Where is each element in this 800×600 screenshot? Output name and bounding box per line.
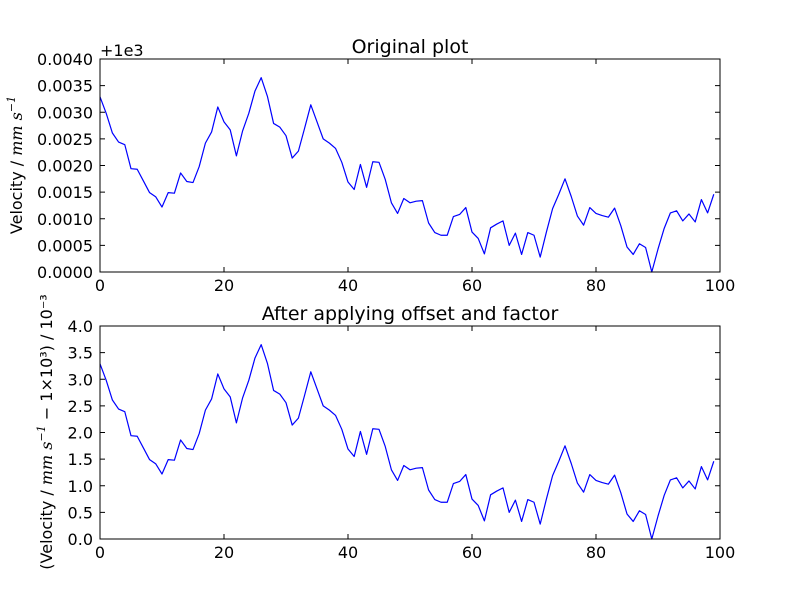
y-tick-label: 3.5 [68,344,93,363]
y-tick-label: 0.0 [68,530,93,549]
top-y-axis-label: Velocity / mm s−1 [5,96,26,234]
y-tick-label: 0.0025 [37,130,93,149]
y-tick-label: 2.0 [68,424,93,443]
x-tick-label: 40 [338,543,358,562]
y-tick-label: 0.0040 [37,50,93,69]
top-ylabel-prefix: Velocity / [7,156,26,234]
top-plot-frame [99,58,721,273]
top-chart-title: Original plot [352,36,469,58]
y-tick-label: 4.0 [68,317,93,336]
y-tick-label: 0.0015 [37,183,93,202]
y-tick-label: 0.0030 [37,103,93,122]
y-tick-label: 0.0035 [37,77,93,96]
x-tick-label: 20 [214,276,234,295]
x-tick-label: 80 [586,276,606,295]
x-tick-label: 100 [705,543,736,562]
top-offset-text: +1e3 [100,41,144,60]
bottom-ylabel-unit-exponent: −1 [35,425,48,441]
y-tick-label: 0.0020 [37,157,93,176]
y-tick-label: 1.0 [68,477,93,496]
bottom-ylabel-unit: mm s [37,441,56,485]
top-ylabel-unit-exponent: −1 [5,96,18,112]
top-ylabel-unit: mm s [7,112,26,156]
bottom-chart-title: After applying offset and factor [262,303,559,325]
top-subplot: Original plot +1e3 Velocity / mm s−1 0 20… [5,36,735,295]
top-series-line [99,77,715,273]
x-tick-label: 20 [214,543,234,562]
bottom-tick-labels: 0 20 40 60 80 100 0.0 0.5 1.0 1.5 2.0 2.5 3.0 3.5 4.0 [68,317,736,562]
y-tick-label: 0.0010 [37,210,93,229]
x-tick-label: 0 [95,276,105,295]
y-tick-label: 1.5 [68,450,93,469]
y-tick-label: 0.0005 [37,236,93,255]
x-tick-label: 80 [586,543,606,562]
bottom-series-line [99,344,715,540]
bottom-ylabel-suffix: − 1×10³) / 10⁻³ [37,294,56,425]
x-tick-label: 100 [705,276,736,295]
x-tick-label: 60 [462,276,482,295]
x-tick-label: 40 [338,276,358,295]
bottom-y-axis-label: (Velocity / mm s−1 − 1×10³) / 10⁻³ [35,294,56,569]
bottom-axes-ticks [99,325,721,540]
top-tick-labels: 0 20 40 60 80 100 0.0000 0.0005 0.0010 0.0015 0.00… [37,50,735,295]
y-tick-label: 2.5 [68,397,93,416]
bottom-subplot: After applying offset and factor (Veloci… [35,294,735,569]
bottom-ylabel-prefix: (Velocity / [37,485,56,570]
y-tick-label: 0.5 [68,503,93,522]
x-tick-label: 60 [462,543,482,562]
top-axes-ticks [99,58,721,273]
y-tick-label: 0.0000 [37,263,93,282]
x-tick-label: 0 [95,543,105,562]
bottom-plot-frame [99,325,721,540]
y-tick-label: 3.0 [68,370,93,389]
